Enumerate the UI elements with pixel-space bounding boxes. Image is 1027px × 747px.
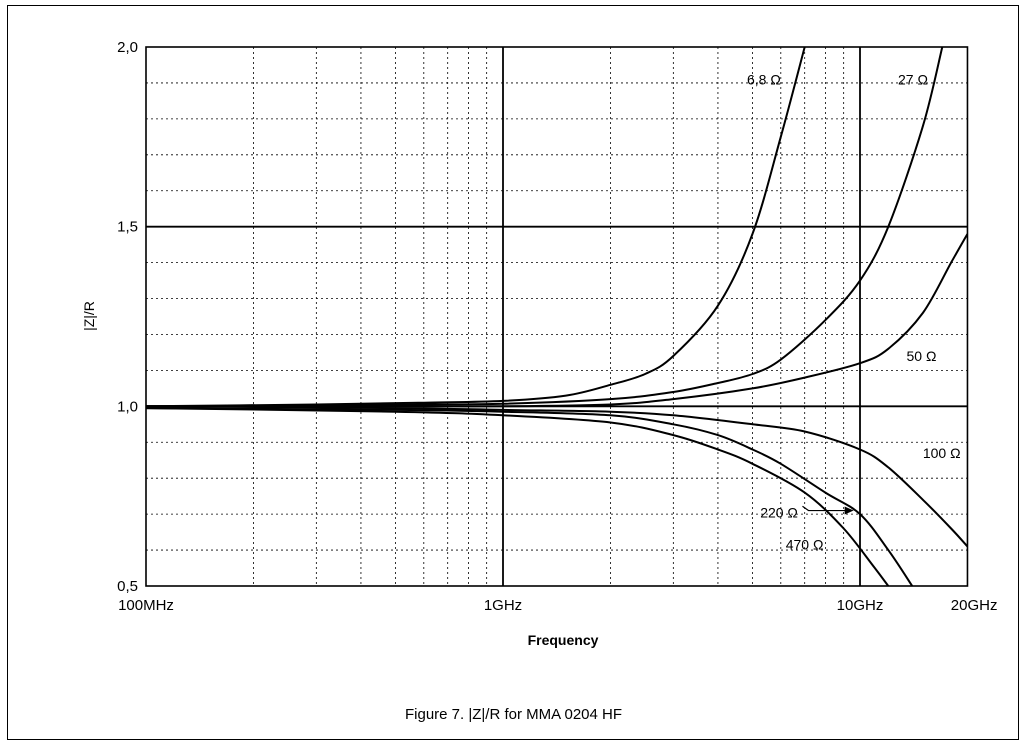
impedance-chart: 0,5 1,0 1,5 2,0 100MHz 1GHz 10GHz 20GHz 6,8 Ω 2… — [81, 39, 997, 648]
y-tick-label: 0,5 — [117, 578, 138, 595]
x-tick-label: 20GHz — [951, 597, 998, 614]
series-label-3: 100 Ω — [923, 445, 961, 461]
series-line-4 — [146, 407, 914, 586]
x-tick-label: 10GHz — [837, 597, 884, 614]
x-axis-label: Frequency — [528, 632, 599, 648]
series-label-4: 220 Ω — [760, 504, 798, 520]
series-layer — [146, 47, 968, 586]
series-line-2 — [146, 233, 968, 408]
series-line-3 — [146, 405, 968, 548]
y-axis-label: |Z|/R — [81, 301, 97, 331]
y-tick-label: 2,0 — [117, 39, 138, 56]
grid-major — [146, 47, 968, 586]
series-label-5: 470 Ω — [786, 537, 824, 553]
grid-minor — [146, 47, 968, 586]
series-line-1 — [146, 47, 944, 408]
plot-border — [145, 46, 969, 587]
y-tick-labels: 0,5 1,0 1,5 2,0 — [117, 39, 138, 595]
series-line-0 — [146, 47, 806, 408]
x-tick-label: 1GHz — [484, 597, 522, 614]
figure-frame — [7, 5, 1019, 740]
x-tick-label: 100MHz — [118, 597, 174, 614]
series-line-5 — [146, 407, 890, 586]
y-tick-label: 1,0 — [117, 398, 138, 415]
arrow-220-head — [844, 506, 854, 515]
arrow-220-pointer — [802, 505, 846, 512]
series-labels: 6,8 Ω 27 Ω 50 Ω 100 Ω 220 Ω 470 Ω — [747, 71, 961, 552]
series-label-0: 6,8 Ω — [747, 71, 781, 87]
y-tick-label: 1,5 — [117, 219, 138, 236]
figure-caption: Figure 7. |Z|/R for MMA 0204 HF — [404, 706, 623, 723]
x-tick-labels: 100MHz 1GHz 10GHz 20GHz — [118, 597, 997, 614]
series-label-1: 27 Ω — [898, 71, 928, 87]
series-label-2: 50 Ω — [907, 348, 937, 364]
